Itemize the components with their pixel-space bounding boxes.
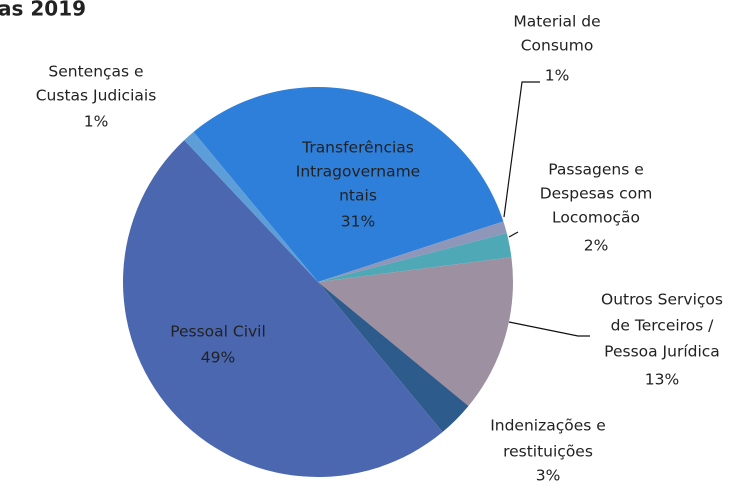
slice-label: restituições: [503, 443, 593, 461]
slice-label: Despesas com: [540, 185, 653, 203]
pie-slice: [318, 233, 512, 282]
pie-slice: [318, 282, 469, 433]
pie-slice: [318, 221, 507, 282]
leader-line: [503, 81, 540, 218]
slice-label: Pessoal Civil: [170, 323, 266, 341]
leader-line: [508, 321, 590, 337]
value-label: 2%: [584, 237, 609, 255]
pie-slice: [318, 257, 513, 407]
slice-label: Intragovername: [296, 163, 420, 181]
pie-slice: [184, 131, 318, 282]
slice-label: Locomoção: [552, 209, 640, 227]
slice-label: ntais: [339, 187, 377, 205]
slice-label: Custas Judiciais: [36, 87, 157, 105]
value-label: 3%: [536, 467, 561, 485]
chart-title: as 2019: [0, 0, 86, 21]
value-label: 31%: [341, 213, 375, 231]
slice-label: Passagens e: [548, 161, 644, 179]
value-label: 1%: [545, 67, 570, 85]
slice-label: Outros Serviços: [601, 291, 723, 309]
slice-label: Material de: [513, 13, 600, 31]
value-label: 13%: [645, 371, 679, 389]
pie-slice: [122, 140, 443, 478]
slice-label: Consumo: [521, 37, 594, 55]
value-label: 1%: [84, 113, 109, 131]
pie: [122, 87, 513, 478]
slice-label: Sentenças e: [48, 63, 143, 81]
slice-label: de Terceiros /: [611, 317, 715, 335]
slice-label: Transferências: [301, 139, 414, 157]
value-label: 49%: [201, 349, 235, 367]
leader-lines: [503, 81, 590, 337]
pie-slice: [193, 87, 504, 282]
slice-label: Pessoa Jurídica: [604, 343, 720, 361]
leader-line: [508, 231, 519, 238]
slice-label: Indenizações e: [490, 417, 606, 435]
